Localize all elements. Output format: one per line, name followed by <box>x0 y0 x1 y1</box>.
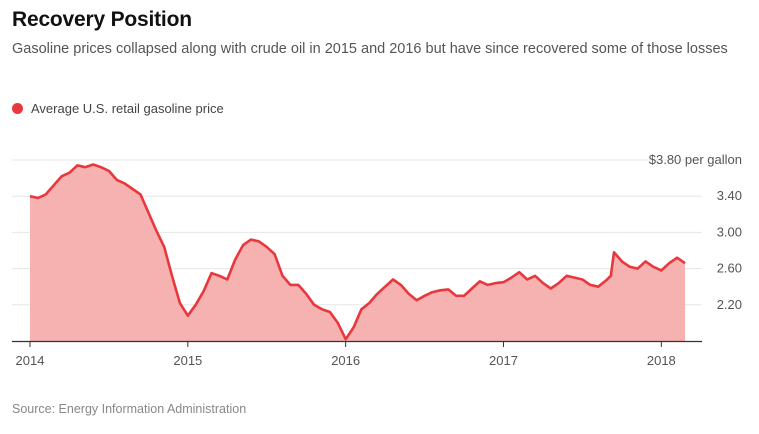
x-tick-label: 2018 <box>647 353 676 368</box>
price-line <box>29 163 686 341</box>
y-tick-label: 3.00 <box>717 224 742 239</box>
x-tick-label: 2014 <box>16 353 45 368</box>
chart-subtitle: Gasoline prices collapsed along with cru… <box>12 41 728 57</box>
price-area <box>30 164 685 341</box>
chart-title: Recovery Position <box>12 8 192 31</box>
y-tick-label: 2.60 <box>717 261 742 276</box>
y-tick-label: 2.20 <box>717 297 742 312</box>
x-tick-label: 2015 <box>173 353 202 368</box>
y-axis-labels: $3.80 per gallon 3.40 3.00 2.60 2.20 <box>649 152 742 312</box>
x-axis: 2014 2015 2016 2017 2018 <box>12 340 702 368</box>
legend-dot-icon <box>12 103 23 114</box>
y-tick-label: $3.80 per gallon <box>649 152 742 167</box>
legend: Average U.S. retail gasoline price <box>12 101 224 116</box>
y-tick-label: 3.40 <box>717 188 742 203</box>
source-note: Source: Energy Information Administratio… <box>12 402 247 416</box>
x-tick-label: 2016 <box>331 353 360 368</box>
x-tick-label: 2017 <box>489 353 518 368</box>
legend-label: Average U.S. retail gasoline price <box>31 101 224 116</box>
